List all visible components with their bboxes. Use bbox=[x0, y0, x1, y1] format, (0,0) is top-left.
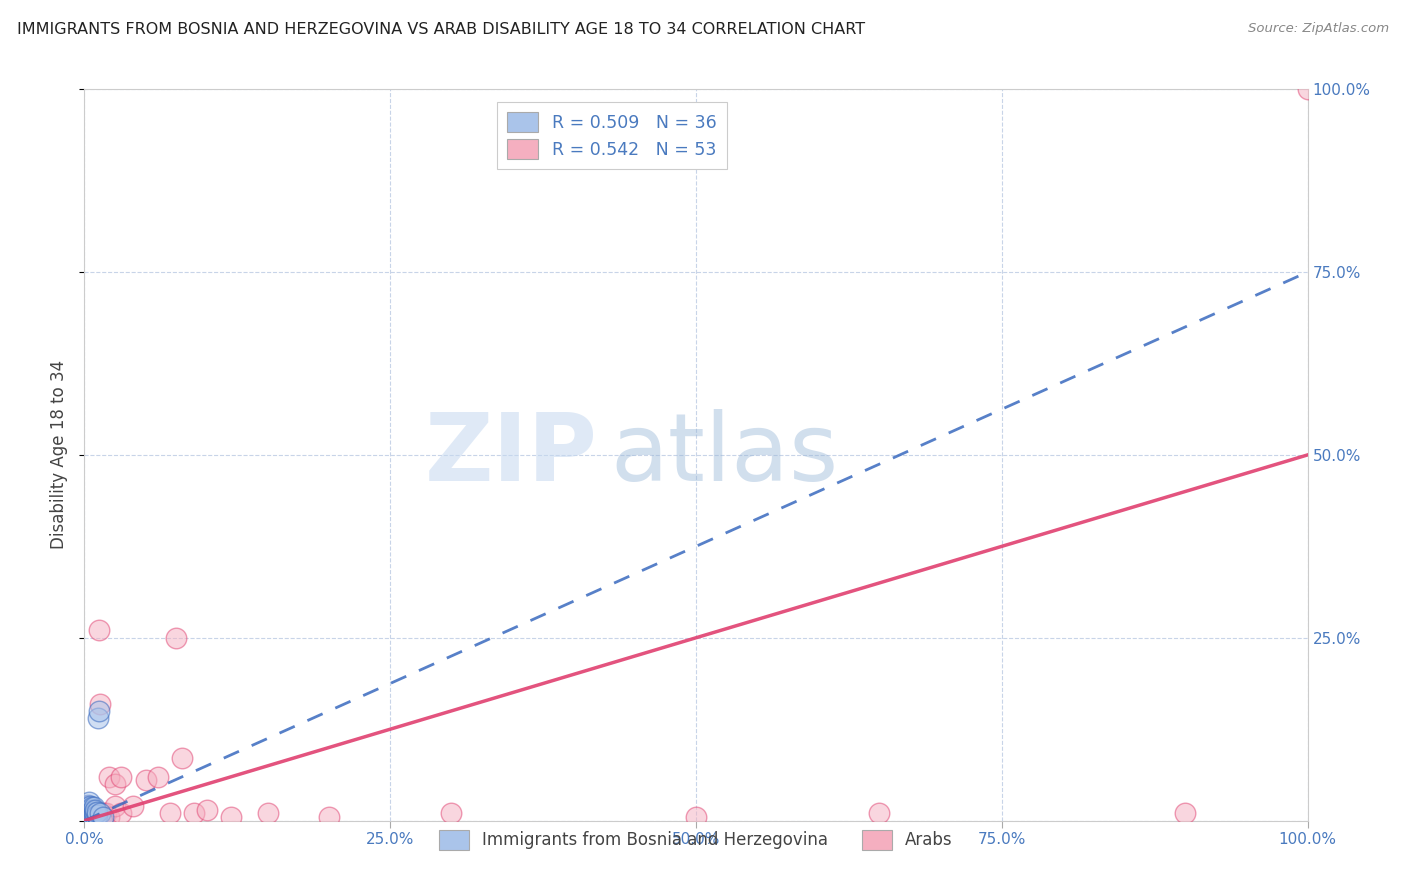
Point bbox=[77, 806, 100, 821]
Point bbox=[1174, 806, 1197, 821]
Point bbox=[77, 810, 100, 824]
Point bbox=[83, 806, 105, 821]
Point bbox=[75, 810, 97, 824]
Point bbox=[80, 800, 103, 814]
Point bbox=[79, 806, 101, 821]
Point bbox=[146, 770, 169, 784]
Point bbox=[79, 810, 101, 824]
Point bbox=[80, 810, 103, 824]
Point bbox=[75, 810, 97, 824]
Point bbox=[82, 805, 104, 819]
Point bbox=[77, 807, 100, 822]
Point bbox=[82, 803, 104, 817]
Point bbox=[89, 806, 111, 821]
Point bbox=[84, 803, 107, 817]
Point bbox=[440, 806, 463, 821]
Point bbox=[89, 697, 111, 711]
Point bbox=[110, 770, 132, 784]
Point bbox=[87, 807, 110, 822]
Point bbox=[869, 806, 891, 821]
Point bbox=[91, 810, 114, 824]
Point bbox=[80, 807, 103, 822]
Point bbox=[79, 806, 101, 821]
Point bbox=[76, 809, 98, 823]
Point bbox=[77, 796, 100, 810]
Point bbox=[77, 810, 100, 824]
Point bbox=[104, 777, 127, 791]
Point bbox=[77, 800, 100, 814]
Point bbox=[183, 806, 205, 821]
Point bbox=[91, 806, 114, 821]
Point bbox=[79, 803, 101, 817]
Point bbox=[77, 803, 100, 817]
Point bbox=[79, 810, 101, 824]
Point bbox=[76, 799, 98, 814]
Point bbox=[83, 805, 105, 819]
Point bbox=[80, 805, 103, 819]
Point bbox=[77, 805, 100, 819]
Point bbox=[76, 803, 98, 817]
Point bbox=[104, 799, 127, 814]
Text: ZIP: ZIP bbox=[425, 409, 598, 501]
Point bbox=[86, 807, 108, 822]
Point bbox=[1296, 82, 1319, 96]
Point bbox=[97, 770, 120, 784]
Point bbox=[77, 803, 100, 817]
Point bbox=[135, 773, 157, 788]
Point bbox=[110, 806, 132, 821]
Point bbox=[75, 807, 97, 822]
Point bbox=[318, 810, 340, 824]
Point bbox=[91, 810, 114, 824]
Point bbox=[97, 810, 120, 824]
Point bbox=[84, 806, 107, 821]
Y-axis label: Disability Age 18 to 34: Disability Age 18 to 34 bbox=[51, 360, 69, 549]
Point bbox=[83, 807, 105, 822]
Point bbox=[86, 805, 108, 819]
Point bbox=[159, 806, 181, 821]
Point bbox=[77, 806, 100, 821]
Point bbox=[77, 806, 100, 821]
Point bbox=[79, 799, 101, 814]
Point bbox=[77, 797, 100, 812]
Point bbox=[87, 810, 110, 824]
Legend: Immigrants from Bosnia and Herzegovina, Arabs: Immigrants from Bosnia and Herzegovina, … bbox=[433, 823, 959, 856]
Point bbox=[79, 803, 101, 817]
Text: IMMIGRANTS FROM BOSNIA AND HERZEGOVINA VS ARAB DISABILITY AGE 18 TO 34 CORRELATI: IMMIGRANTS FROM BOSNIA AND HERZEGOVINA V… bbox=[17, 22, 865, 37]
Point bbox=[75, 803, 97, 817]
Point bbox=[76, 810, 98, 824]
Point bbox=[87, 704, 110, 718]
Point bbox=[83, 800, 105, 814]
Point bbox=[76, 803, 98, 817]
Text: Source: ZipAtlas.com: Source: ZipAtlas.com bbox=[1249, 22, 1389, 36]
Point bbox=[96, 806, 118, 821]
Point bbox=[685, 810, 707, 824]
Point bbox=[165, 631, 187, 645]
Point bbox=[172, 751, 194, 765]
Point bbox=[257, 806, 280, 821]
Point bbox=[122, 799, 145, 814]
Point bbox=[86, 806, 108, 821]
Point bbox=[75, 807, 97, 822]
Point bbox=[82, 810, 104, 824]
Point bbox=[87, 711, 110, 725]
Point bbox=[77, 810, 100, 824]
Point bbox=[84, 807, 107, 822]
Point bbox=[83, 810, 105, 824]
Point bbox=[76, 799, 98, 814]
Point bbox=[76, 806, 98, 821]
Point bbox=[195, 803, 218, 817]
Point bbox=[75, 805, 97, 819]
Point bbox=[219, 810, 242, 824]
Point bbox=[77, 800, 100, 814]
Point bbox=[82, 810, 104, 824]
Point bbox=[76, 806, 98, 821]
Point bbox=[82, 806, 104, 821]
Text: atlas: atlas bbox=[610, 409, 838, 501]
Point bbox=[80, 806, 103, 821]
Point bbox=[87, 624, 110, 638]
